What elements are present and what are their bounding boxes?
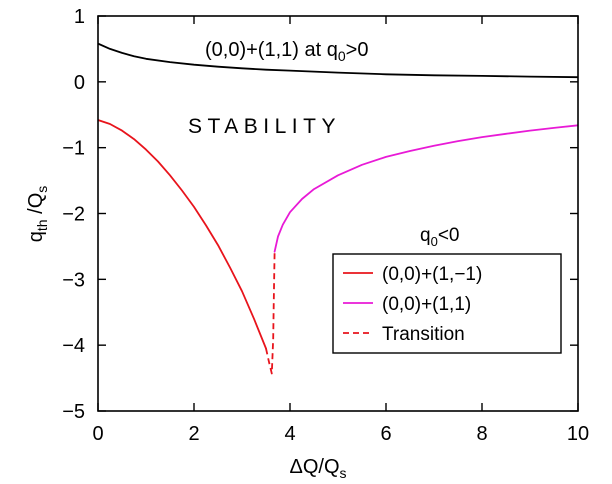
x-axis-ticks: 0 2 4 6 8 10 bbox=[92, 16, 589, 445]
series-layer bbox=[98, 42, 578, 375]
annotation-positive-sub: 0 bbox=[338, 48, 346, 64]
annotation-positive-pre: (0,0)+(1,1) at q bbox=[205, 39, 338, 61]
series-line-minus bbox=[98, 119, 267, 350]
x-tick-label: 0 bbox=[92, 423, 103, 445]
y-tick-label: −1 bbox=[62, 138, 85, 160]
plot-frame bbox=[97, 15, 579, 412]
series-line-plus bbox=[273, 124, 578, 253]
x-axis-label-main: ΔQ/Q bbox=[289, 456, 339, 478]
series-line-transition bbox=[265, 251, 276, 375]
y-tick-label: −2 bbox=[62, 204, 85, 226]
legend-label-transition: Transition bbox=[382, 324, 465, 345]
legend-title-sub: 0 bbox=[431, 234, 438, 249]
legend-title-post: <0 bbox=[438, 225, 460, 246]
y-axis-label-mid: /Q bbox=[25, 193, 47, 220]
y-axis-label-sub1: th bbox=[34, 219, 50, 231]
x-tick-label: 4 bbox=[284, 423, 295, 445]
y-tick-label: −3 bbox=[62, 269, 85, 291]
legend-label-plus: (0,0)+(1,1) bbox=[382, 294, 471, 315]
x-tick-label: 6 bbox=[380, 423, 391, 445]
y-tick-label: −4 bbox=[62, 335, 85, 357]
series-line-positive bbox=[98, 42, 578, 79]
y-axis-ticks: 1 0 −1 −2 −3 −4 −5 bbox=[62, 6, 578, 423]
y-axis-label-main: q bbox=[25, 231, 47, 242]
y-axis-label: qth /Qs bbox=[25, 186, 50, 242]
y-tick-label: 1 bbox=[74, 6, 85, 28]
annotation-stability: STABILITY bbox=[188, 115, 341, 138]
y-tick-label: 0 bbox=[74, 72, 85, 94]
annotation-positive-case: (0,0)+(1,1) at q0>0 bbox=[205, 39, 368, 64]
x-axis-label: ΔQ/Qs bbox=[289, 456, 346, 481]
legend-label-minus: (0,0)+(1,−1) bbox=[382, 264, 482, 285]
y-axis-label-sub2: s bbox=[34, 186, 50, 193]
legend: (0,0)+(1,−1) (0,0)+(1,1) Transition bbox=[332, 253, 562, 354]
x-axis-label-sub: s bbox=[340, 465, 347, 481]
y-tick-label: −5 bbox=[62, 401, 85, 423]
legend-title-pre: q bbox=[420, 225, 431, 246]
x-tick-label: 10 bbox=[567, 423, 589, 445]
annotation-positive-post: >0 bbox=[346, 39, 369, 61]
legend-title: q0<0 bbox=[420, 225, 459, 249]
x-tick-label: 2 bbox=[188, 423, 199, 445]
x-tick-label: 8 bbox=[476, 423, 487, 445]
